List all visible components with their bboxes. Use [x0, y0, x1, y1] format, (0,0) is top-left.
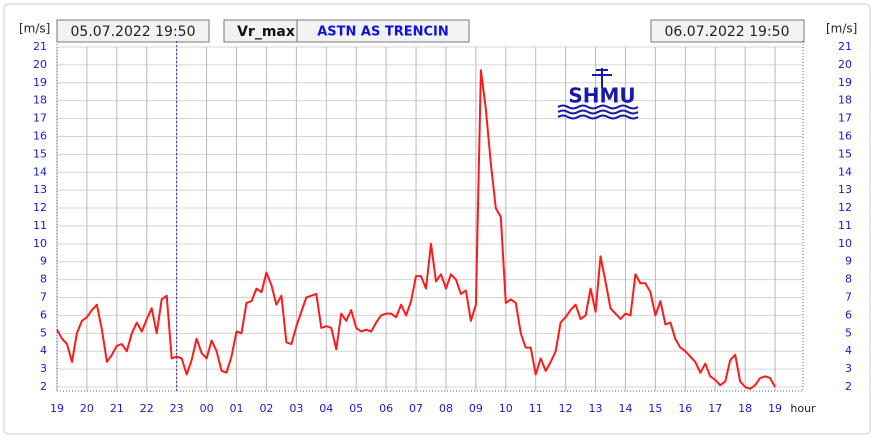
x-tick-label: 12: [559, 402, 573, 415]
y2-tick-label: 4: [845, 344, 852, 357]
x-tick-label: 21: [110, 402, 124, 415]
logo-icon: [592, 68, 612, 88]
y-tick-label: 21: [33, 40, 47, 53]
y2-tick-label: 6: [845, 308, 852, 321]
y-tick-label: 2: [40, 380, 47, 393]
y2-tick-label: 19: [838, 76, 852, 89]
start-label: 05.07.2022 19:50: [71, 24, 196, 40]
x-label: hour: [790, 402, 816, 415]
y-tick-label: 6: [40, 308, 47, 321]
x-tick-label: 20: [80, 402, 94, 415]
frame: [3, 3, 871, 435]
y-tick-label: 3: [40, 362, 47, 375]
x-tick-label: 03: [289, 402, 303, 415]
y2-tick-label: 10: [838, 237, 852, 250]
x-tick-label: 16: [678, 402, 692, 415]
x-tick-label: 18: [738, 402, 752, 415]
y-tick-label: 12: [33, 201, 47, 214]
end-label: 06.07.2022 19:50: [665, 24, 790, 40]
y2-tick-label: 9: [845, 255, 852, 268]
x-tick-label: 05: [349, 402, 363, 415]
y2-tick-label: 15: [838, 147, 852, 160]
y2-tick-label: 12: [838, 201, 852, 214]
y-tick-label: 20: [33, 58, 47, 71]
y2-label: [m/s]: [826, 22, 857, 36]
x-tick-label: 08: [439, 402, 453, 415]
y-tick-label: 14: [33, 165, 47, 178]
y2-tick-label: 5: [845, 326, 852, 339]
y2-tick-label: 2: [845, 380, 852, 393]
y-tick-label: 7: [40, 291, 47, 304]
x-tick-label: 06: [379, 402, 393, 415]
x-tick-label: 23: [170, 402, 184, 415]
x-tick-label: 13: [589, 402, 603, 415]
y2-tick-label: 13: [838, 183, 852, 196]
station-label: ASTN AS TRENCIN: [317, 25, 449, 40]
y-tick-label: 8: [40, 273, 47, 286]
y-tick-label: 4: [40, 344, 47, 357]
x-tick-label: 17: [708, 402, 722, 415]
y2-tick-label: 16: [838, 129, 852, 142]
y-tick-label: 16: [33, 129, 47, 142]
x-tick-label: 04: [319, 402, 333, 415]
y2-tick-label: 14: [838, 165, 852, 178]
y-tick-label: 11: [33, 219, 47, 232]
y2-tick-label: 11: [838, 219, 852, 232]
station-box: [296, 19, 470, 43]
y2-tick-label: 20: [838, 58, 852, 71]
y-label: [m/s]: [19, 22, 50, 36]
x-tick-label: 19: [768, 402, 782, 415]
x-tick-label: 10: [499, 402, 513, 415]
x-tick-label: 09: [469, 402, 483, 415]
x-tick-label: 19: [50, 402, 64, 415]
y-tick-label: 9: [40, 255, 47, 268]
x-tick-label: 14: [618, 402, 632, 415]
y2-tick-label: 7: [845, 291, 852, 304]
y2-tick-label: 17: [838, 112, 852, 125]
y-tick-label: 10: [33, 237, 47, 250]
logo-waves: [557, 104, 639, 120]
y2-tick-label: 18: [838, 94, 852, 107]
start-box: [56, 19, 210, 43]
x-tick-label: 11: [529, 402, 543, 415]
y-tick-label: 13: [33, 183, 47, 196]
y-tick-label: 19: [33, 76, 47, 89]
x-tick-label: 01: [230, 402, 244, 415]
x-tick-label: 15: [648, 402, 662, 415]
x-tick-label: 02: [259, 402, 273, 415]
y-tick-label: 18: [33, 94, 47, 107]
x-tick-label: 22: [140, 402, 154, 415]
x-tick-label: 00: [200, 402, 214, 415]
y-tick-label: 5: [40, 326, 47, 339]
y-tick-label: 17: [33, 112, 47, 125]
x-tick-label: 07: [409, 402, 423, 415]
end-box: [650, 19, 805, 43]
y2-tick-label: 8: [845, 273, 852, 286]
y-tick-label: 15: [33, 147, 47, 160]
y2-tick-label: 21: [838, 40, 852, 53]
y2-tick-label: 3: [845, 362, 852, 375]
variable-label: Vr_max: [237, 24, 295, 40]
data-line: [56, 69, 776, 390]
